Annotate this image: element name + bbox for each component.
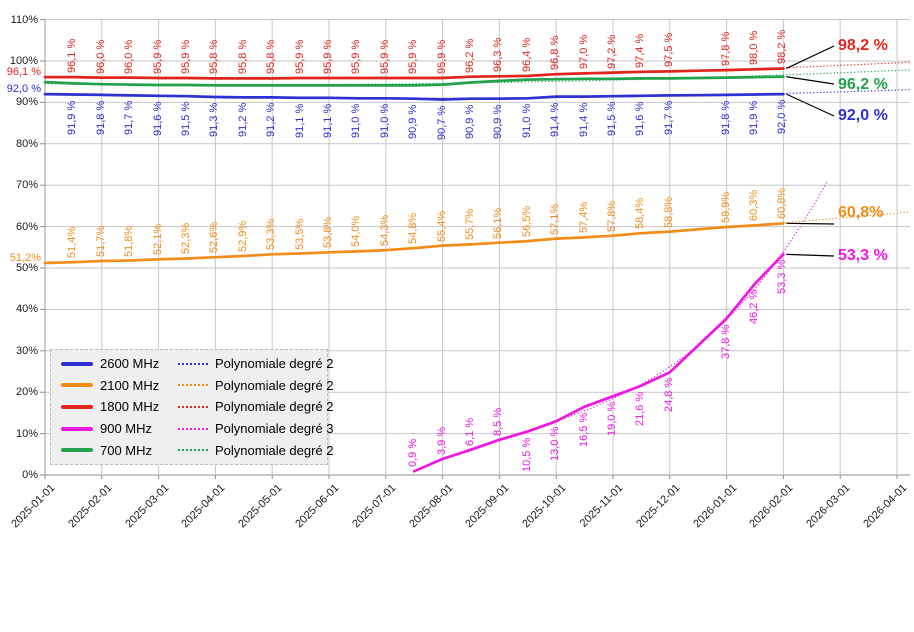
series-line-900-MHz <box>412 252 785 473</box>
legend-swatch-icon <box>61 426 93 431</box>
chart-root: 0% 10% 20% 30% 40% 50% 60% 70% 80% 90% 100% 110% 202… <box>7 14 910 530</box>
legend-dotted-swatch-icon <box>178 384 208 387</box>
legend-item-label: 2600 MHz <box>100 356 160 372</box>
legend-item: 1800 MHz <box>61 397 178 416</box>
legend-trend-label: Polynomiale degré 2 <box>215 399 334 415</box>
legend-item: 900 MHz <box>61 419 178 438</box>
legend-swatch-icon <box>61 383 93 388</box>
callout-line <box>786 76 835 85</box>
legend-item-label: 1800 MHz <box>100 399 160 415</box>
callout-line <box>786 93 835 117</box>
series-line-700-MHz <box>43 75 785 87</box>
legend-item-label: 2100 MHz <box>100 377 160 393</box>
callout-line <box>786 253 835 257</box>
legend-swatch-icon <box>61 361 93 366</box>
legend-item-label: 700 MHz <box>100 442 153 458</box>
legend-trend-item: Polynomiale degré 2 <box>178 376 334 395</box>
trend-line-900-MHz <box>413 180 828 473</box>
legend-trend-label: Polynomiale degré 3 <box>215 421 334 437</box>
callout-line <box>786 45 835 69</box>
legend-swatch-icon <box>61 404 93 409</box>
legend-trend-label: Polynomiale degré 2 <box>215 356 334 372</box>
legend-item: 700 MHz <box>61 441 178 460</box>
legend-trend-label: Polynomiale degré 2 <box>215 377 334 393</box>
legend-trend-item: Polynomiale degré 3 <box>178 419 334 438</box>
series-line-1800-MHz <box>43 67 785 80</box>
callout-line <box>786 222 835 225</box>
plot-area <box>40 19 910 479</box>
trend-line-2100-MHz <box>44 211 910 264</box>
legend-dotted-swatch-icon <box>178 449 208 452</box>
legend-item: 2100 MHz <box>61 376 178 395</box>
legend: 2600 MHz Polynomiale degré 2 2100 MHz Polyn… <box>50 349 334 465</box>
legend-trend-item: Polynomiale degré 2 <box>178 354 334 373</box>
legend-trend-item: Polynomiale degré 2 <box>178 441 334 460</box>
series-line-2600-MHz <box>43 92 785 101</box>
legend-dotted-swatch-icon <box>178 405 208 408</box>
legend-trend-item: Polynomiale degré 2 <box>178 397 334 416</box>
series-line-2100-MHz <box>43 221 785 265</box>
legend-item-label: 900 MHz <box>100 421 153 437</box>
legend-dotted-swatch-icon <box>178 362 208 365</box>
legend-swatch-icon <box>61 448 93 453</box>
legend-item: 2600 MHz <box>61 354 178 373</box>
legend-dotted-swatch-icon <box>178 427 208 430</box>
legend-trend-label: Polynomiale degré 2 <box>215 442 334 458</box>
